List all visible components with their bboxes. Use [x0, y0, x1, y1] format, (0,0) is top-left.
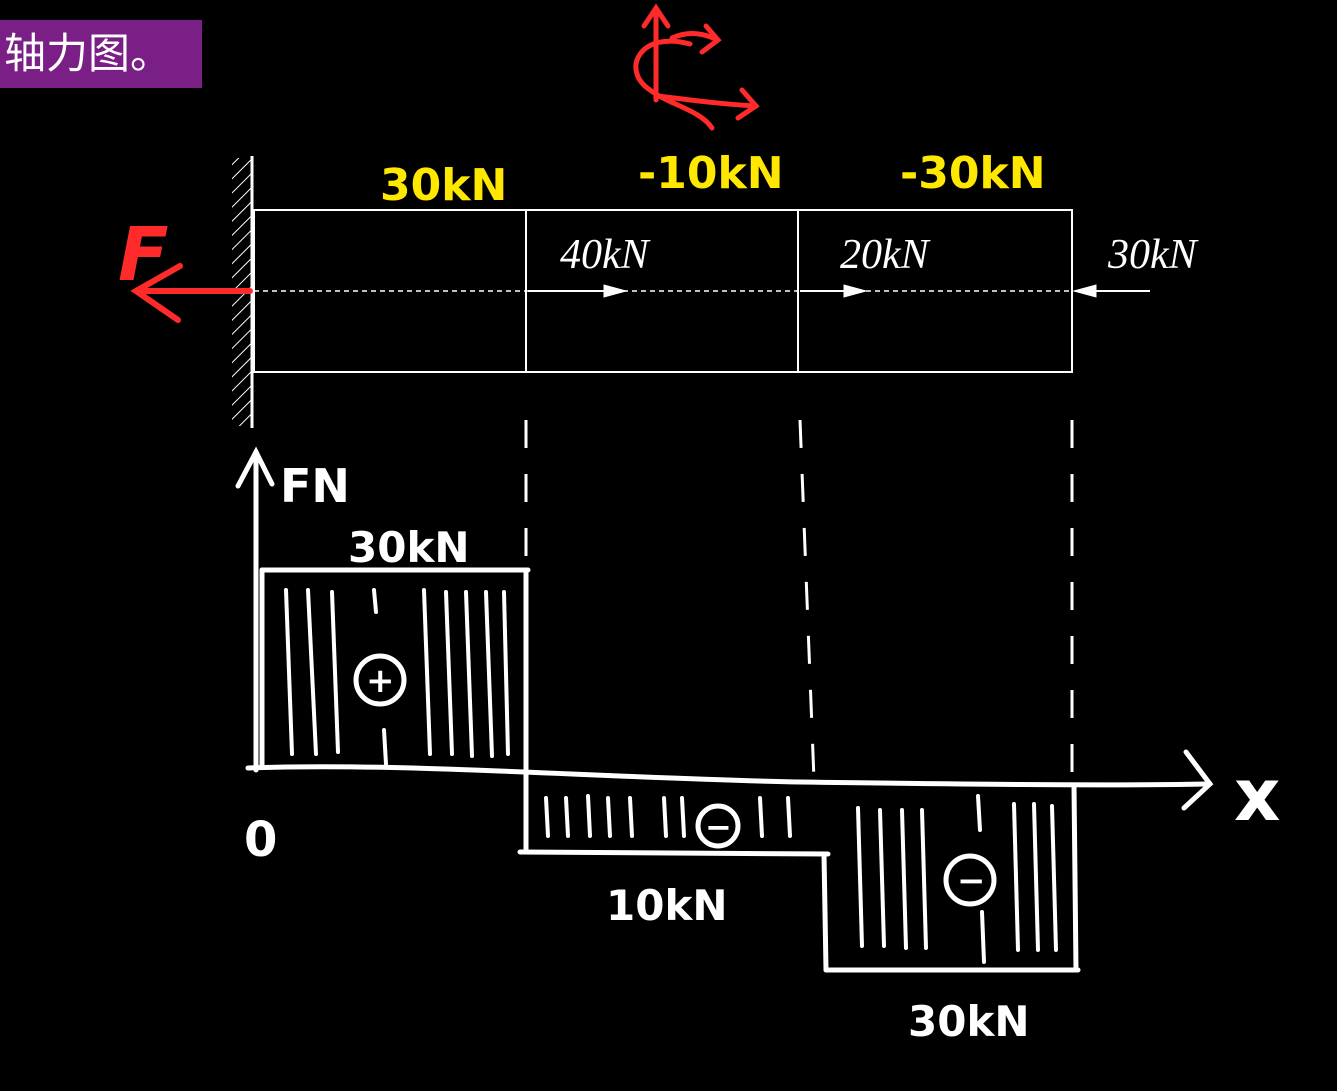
reaction-arrow — [130, 263, 253, 323]
projection-lines — [524, 419, 1074, 781]
load-label-2: 20kN — [840, 232, 931, 278]
sign-positive: + — [366, 661, 395, 701]
sign-negative-1: − — [705, 808, 732, 846]
positive-block — [259, 567, 531, 779]
value-label-2: 10kN — [606, 881, 728, 930]
sign-convention-sketch — [633, 3, 760, 131]
load-arrows — [528, 284, 1150, 298]
sign-negative-2: − — [957, 861, 986, 901]
load-label-3: 30kN — [1107, 232, 1199, 278]
load-label-1: 40kN — [560, 232, 651, 278]
negative-block-1 — [517, 773, 831, 857]
reaction-label: F — [118, 212, 169, 298]
segment-force-1: 30kN — [380, 160, 507, 211]
negative-block-2 — [821, 783, 1081, 973]
value-label-3: 30kN — [908, 997, 1030, 1046]
axis-x-label: x — [1234, 753, 1280, 837]
segment-force-2: -10kN — [638, 148, 784, 199]
title-badge: 轴力图。 — [0, 20, 202, 88]
segment-force-3: -30kN — [900, 148, 1046, 199]
axis-y-label: FN — [280, 459, 350, 513]
origin-label: 0 — [244, 812, 277, 868]
axes — [235, 446, 1214, 811]
bar — [253, 209, 1073, 373]
value-label-1: 30kN — [348, 523, 470, 572]
